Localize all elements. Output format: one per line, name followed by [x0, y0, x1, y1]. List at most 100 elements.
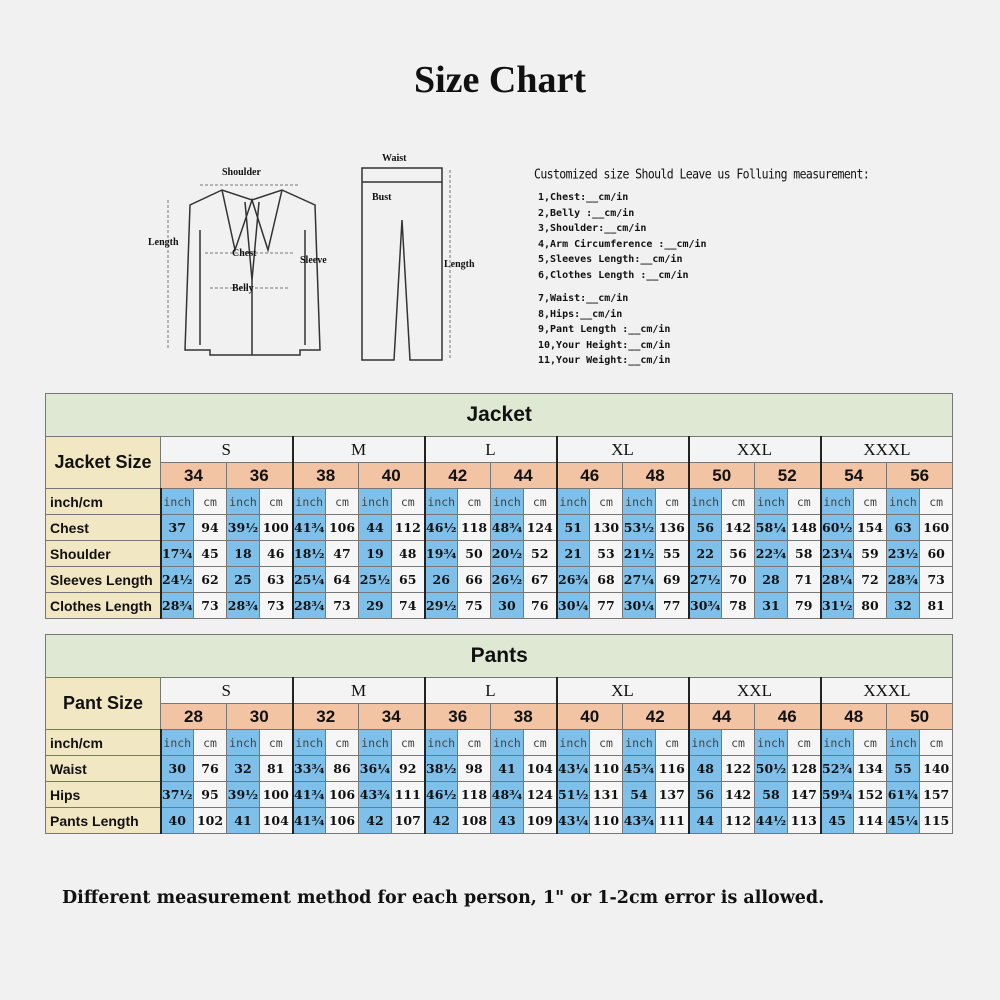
value-inch: 20½	[490, 540, 524, 567]
value-cm: 106	[325, 514, 359, 541]
size-number: 36	[423, 703, 491, 730]
value-inch: 32	[886, 592, 920, 619]
table-row: Sleeves Length 24½ 62 25 63 25¼ 64 25½ 65 26 66 26½…	[45, 566, 954, 593]
value-inch: 32	[226, 755, 260, 782]
value-inch: 58	[754, 781, 788, 808]
value-cm: 106	[325, 781, 359, 808]
table-row: Pants Length 40 102 41 104 41¾ 106 42 107 42 108 43…	[45, 807, 954, 834]
value-inch: 48¾	[490, 781, 524, 808]
size-letter: XXXL	[819, 436, 954, 463]
unit-label: inch/cm	[45, 488, 161, 515]
unit-inch: inch	[423, 729, 458, 756]
value-cm: 50	[457, 540, 491, 567]
size-number: 50	[687, 462, 755, 489]
size-letter: XL	[555, 677, 689, 704]
size-letter: XXL	[687, 677, 821, 704]
value-cm: 60	[918, 540, 954, 567]
unit-cm: cm	[391, 488, 425, 515]
value-cm: 107	[391, 807, 425, 834]
unit-inch: inch	[226, 729, 260, 756]
table-row: Waist 30 76 32 81 33¾ 86 36¼ 92 38½ 98 41 104 43¼ 110 4…	[45, 755, 954, 782]
unit-inch: inch	[754, 729, 788, 756]
value-cm: 122	[721, 755, 755, 782]
value-inch: 50½	[754, 755, 788, 782]
unit-inch: inch	[358, 729, 392, 756]
value-inch: 25½	[358, 566, 392, 593]
custom-item: 8,Hips:__cm/in	[538, 308, 623, 320]
value-inch: 44	[358, 514, 392, 541]
value-cm: 116	[655, 755, 689, 782]
unit-inch: inch	[819, 729, 854, 756]
footer-note: Different measurement method for each pe…	[62, 888, 825, 908]
value-cm: 130	[589, 514, 623, 541]
unit-cm: cm	[787, 729, 821, 756]
value-inch: 28¾	[291, 592, 326, 619]
value-cm: 73	[325, 592, 359, 619]
custom-item: 10,Your Height:__cm/in	[538, 339, 671, 351]
row-label: Pants Length	[45, 807, 161, 834]
size-number: 50	[885, 703, 954, 730]
value-cm: 78	[721, 592, 755, 619]
value-inch: 48¾	[490, 514, 524, 541]
value-cm: 65	[391, 566, 425, 593]
value-inch: 18	[226, 540, 260, 567]
size-number: 28	[160, 703, 227, 730]
value-cm: 157	[918, 781, 954, 808]
pants-waist-label: Waist	[382, 153, 407, 164]
value-cm: 136	[655, 514, 689, 541]
value-inch: 28¾	[226, 592, 260, 619]
value-cm: 110	[589, 807, 623, 834]
value-cm: 118	[457, 514, 491, 541]
value-cm: 106	[325, 807, 359, 834]
value-cm: 72	[853, 566, 887, 593]
value-cm: 79	[787, 592, 821, 619]
unit-inch: inch	[622, 729, 656, 756]
value-inch: 38½	[423, 755, 458, 782]
unit-cm: cm	[655, 729, 689, 756]
table-row: Clothes Length 28¾ 73 28¾ 73 28¾ 73 29 74 29½ 75 30…	[45, 592, 954, 619]
custom-item: 2,Belly :__cm/in	[538, 207, 635, 219]
value-inch: 28¾	[159, 592, 194, 619]
value-inch: 26½	[490, 566, 524, 593]
jacket-table: Jacket Jacket Size S M L XL XXL XXXL 34 36 38 40 42 4…	[44, 393, 954, 619]
value-cm: 108	[457, 807, 491, 834]
value-cm: 64	[325, 566, 359, 593]
size-number: 44	[490, 462, 557, 489]
value-inch: 42	[358, 807, 392, 834]
value-inch: 40	[159, 807, 194, 834]
value-inch: 43¼	[555, 755, 590, 782]
unit-cm: cm	[457, 729, 491, 756]
value-cm: 100	[259, 781, 293, 808]
value-cm: 63	[259, 566, 293, 593]
value-inch: 26¾	[555, 566, 590, 593]
value-cm: 114	[853, 807, 887, 834]
size-letter: S	[160, 677, 293, 704]
unit-cm: cm	[523, 729, 557, 756]
custom-heading: Customized size Should Leave us Folluing…	[534, 166, 870, 183]
value-inch: 48	[687, 755, 722, 782]
value-cm: 111	[391, 781, 425, 808]
value-cm: 154	[853, 514, 887, 541]
value-inch: 37½	[159, 781, 194, 808]
value-cm: 62	[193, 566, 227, 593]
row-label: Hips	[45, 781, 161, 808]
value-cm: 124	[523, 781, 557, 808]
value-inch: 53½	[622, 514, 656, 541]
unit-inch: inch	[291, 729, 326, 756]
value-cm: 95	[193, 781, 227, 808]
jacket-length-label: Length	[148, 237, 179, 248]
value-inch: 30	[490, 592, 524, 619]
value-inch: 31½	[819, 592, 854, 619]
value-inch: 55	[886, 755, 920, 782]
unit-cm: cm	[391, 729, 425, 756]
value-inch: 54	[622, 781, 656, 808]
value-inch: 27¼	[622, 566, 656, 593]
row-label: Chest	[45, 514, 161, 541]
value-inch: 30¼	[555, 592, 590, 619]
size-number: 42	[622, 703, 689, 730]
value-cm: 77	[655, 592, 689, 619]
page-title: Size Chart	[413, 59, 587, 101]
unit-inch: inch	[886, 729, 920, 756]
value-cm: 48	[391, 540, 425, 567]
size-number: 36	[226, 462, 293, 489]
